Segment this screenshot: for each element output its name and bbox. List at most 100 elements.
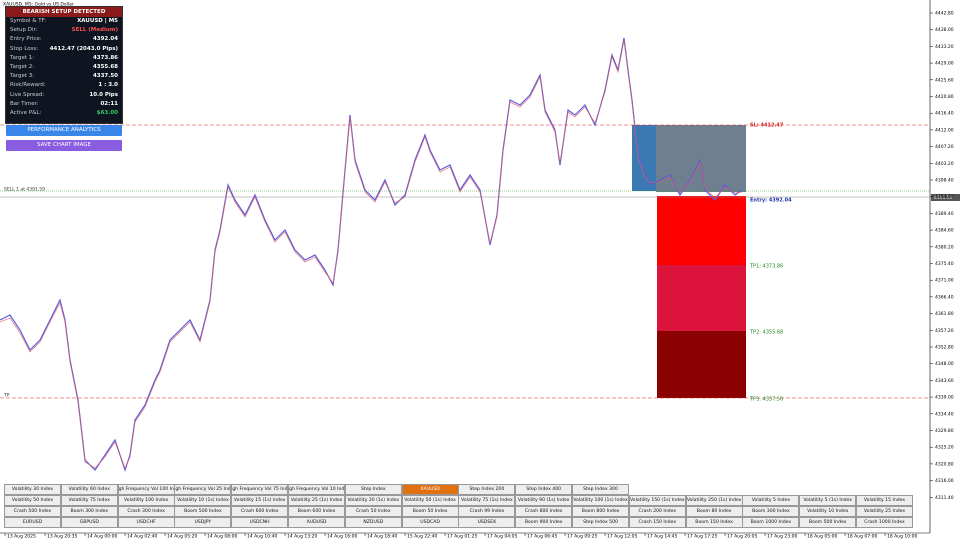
panel-row: Live Spread: 10.0 Pips xyxy=(6,91,122,100)
symbol-button[interactable]: AUDUSD xyxy=(288,517,345,528)
symbol-button[interactable]: Volatility 50 (1s) Index xyxy=(401,495,459,506)
symbol-button[interactable]: Boom 800 Index xyxy=(572,506,629,517)
symbol-button[interactable]: Volatility 150 (1s) Index xyxy=(628,495,686,506)
symbol-button[interactable]: Volatility 250 (1s) Index xyxy=(685,495,743,506)
price-label: 4366.40 xyxy=(935,294,954,300)
symbol-button[interactable]: Volatility 5 (1s) Index xyxy=(799,495,857,506)
symbol-button[interactable]: Volatility 15 Index xyxy=(856,495,913,506)
panel-row: Target 1: 4373.86 xyxy=(6,54,122,63)
symbol-button[interactable]: Boom 300 Index xyxy=(60,506,118,517)
symbol-button[interactable]: Volatility 15 (1s) Index xyxy=(231,495,289,506)
symbol-button[interactable]: USDJPY xyxy=(174,517,232,528)
time-axis: 13 Aug 2025 13 Aug 20:35 14 Aug 00:00 14 Au… xyxy=(4,533,917,540)
time-label: 14 Aug 10:40 xyxy=(247,534,277,540)
symbol-button[interactable]: Boom 1000 Index xyxy=(742,517,800,528)
symbol-button[interactable]: Volatility 90 (1s) Index xyxy=(515,495,573,506)
symbol-button[interactable]: Volatility 100 Index xyxy=(117,495,175,506)
row-value: 4337.50 xyxy=(92,73,118,80)
symbol-button[interactable]: Crash 200 Index xyxy=(628,506,686,517)
price-label: 4325.20 xyxy=(935,445,954,451)
symbol-button[interactable]: EURUSD xyxy=(4,517,61,528)
symbol-button[interactable]: gh Frequency Vol 75 Ind xyxy=(231,484,289,495)
symbol-button[interactable]: Step Index 300 xyxy=(572,484,629,495)
symbol-button[interactable]: Crash 99 Index xyxy=(458,506,516,517)
price-label: 4329.80 xyxy=(935,428,954,434)
time-label: 14 Aug 18:40 xyxy=(367,534,397,540)
symbol-button[interactable]: gh Frequency Vol 25 Ind xyxy=(174,484,232,495)
entry-label: Entry: 4392.04 xyxy=(750,198,792,204)
symbol-button[interactable]: Volatility 100 (1s) Index xyxy=(572,495,629,506)
price-label: 4371.00 xyxy=(935,278,954,284)
symbol-button[interactable]: NZDUSD xyxy=(344,517,402,528)
symbol-button[interactable]: Volatility 25 (1s) Index xyxy=(288,495,345,506)
symbol-button[interactable]: Boom 500 Index xyxy=(174,506,232,517)
symbol-button[interactable]: Crash 500 Index xyxy=(4,506,61,517)
row-value: $63.00 xyxy=(96,109,118,116)
symbol-button[interactable]: Boom 80 Index xyxy=(685,506,743,517)
symbol-button[interactable]: USDCHF xyxy=(117,517,175,528)
sl-label: SL: 4412.47 xyxy=(750,123,784,129)
row-value: 1 : 3.0 xyxy=(98,82,118,89)
symbol-button[interactable]: Volatility 75 (1s) Index xyxy=(458,495,516,506)
row-value: 4373.86 xyxy=(92,54,118,61)
price-label: 4352.80 xyxy=(935,345,954,351)
symbol-button[interactable]: Volatility 30 (1s) Index xyxy=(344,495,402,506)
tp2-zone xyxy=(657,265,746,331)
symbol-button[interactable]: Volatility 75 Index xyxy=(60,495,118,506)
symbol-button[interactable]: Crash 50 Index xyxy=(344,506,402,517)
save-image-button[interactable]: SAVE CHART IMAGE xyxy=(6,140,122,151)
symbol-button[interactable]: Boom 150 Index xyxy=(685,517,743,528)
symbol-button[interactable]: Boom 500 Index xyxy=(799,517,857,528)
current-price-box xyxy=(931,194,960,201)
symbol-button[interactable]: Volatility 10 Index xyxy=(799,506,857,517)
symbol-button[interactable]: Volatility 25 Index xyxy=(856,506,913,517)
price-label: 4407.20 xyxy=(935,144,954,150)
time-label: 17 Aug 04:05 xyxy=(487,534,517,540)
symbol-button[interactable]: Volatility 60 Index xyxy=(60,484,118,495)
current-price: 4391.59 xyxy=(934,195,953,201)
symbol-button[interactable]: Boom 600 Index xyxy=(288,506,345,517)
price-label: 4343.60 xyxy=(935,378,954,384)
symbol-button[interactable]: XAUUSD xyxy=(401,484,459,495)
symbol-button[interactable]: Crash 150 Index xyxy=(628,517,686,528)
row-label: Risk/Reward: xyxy=(10,82,46,89)
symbol-button[interactable]: Boom 300 Index xyxy=(742,506,800,517)
symbol-button[interactable]: USDCAD xyxy=(401,517,459,528)
price-label: 4429.00 xyxy=(935,61,954,67)
symbol-button[interactable]: Volatility 5 Index xyxy=(742,495,800,506)
price-label: 4339.00 xyxy=(935,395,954,401)
symbol-button[interactable]: Crash 600 Index xyxy=(231,506,289,517)
symbol-button[interactable]: Crash 800 Index xyxy=(515,506,573,517)
symbol-button[interactable]: Volatility 10 (1s) Index xyxy=(174,495,232,506)
symbol-button[interactable]: Crash 1000 Index xyxy=(856,517,913,528)
row-label: Live Spread: xyxy=(10,91,45,98)
panel-row: Bar Timer: 02:11 xyxy=(6,100,122,109)
panel-row: Target 2: 4355.68 xyxy=(6,63,122,72)
risk-zone xyxy=(656,125,746,192)
row-value: 4355.68 xyxy=(92,63,118,70)
order-label: SELL 1 at 4391.59 xyxy=(4,187,45,193)
tp1-label: TP1: 4373.86 xyxy=(749,264,783,270)
symbol-button[interactable]: Boom 50 Index xyxy=(401,506,459,517)
symbol-button[interactable]: USDCNH xyxy=(231,517,289,528)
row-label: Target 2: xyxy=(10,63,35,70)
symbol-button[interactable]: gh Frequency Vol 10 Ind xyxy=(288,484,345,495)
analytics-button[interactable]: PERFORMANCE ANALYTICS xyxy=(6,125,122,136)
price-label: 4380.20 xyxy=(935,244,954,250)
symbol-button[interactable]: Boom 900 Index xyxy=(515,517,573,528)
price-label: 4334.40 xyxy=(935,411,954,417)
symbol-button[interactable]: Step Index 200 xyxy=(458,484,516,495)
symbol-button[interactable]: Step Index 400 xyxy=(515,484,573,495)
symbol-button[interactable]: GBPUSD xyxy=(60,517,118,528)
price-line-down xyxy=(0,39,743,470)
symbol-button[interactable]: Volatility 30 Index xyxy=(4,484,61,495)
panel-row: Active P&L: $63.00 xyxy=(6,109,122,118)
symbol-button[interactable]: Crash 300 Index xyxy=(117,506,175,517)
symbol-button[interactable]: USDSEK xyxy=(458,517,516,528)
symbol-button[interactable]: Step Index 500 xyxy=(572,517,629,528)
row-value: 02:11 xyxy=(100,100,118,107)
symbol-button[interactable]: Step Index xyxy=(344,484,402,495)
symbol-button[interactable]: gh Frequency Vol 100 Ind xyxy=(117,484,175,495)
symbol-button[interactable]: Volatility 50 Index xyxy=(4,495,61,506)
